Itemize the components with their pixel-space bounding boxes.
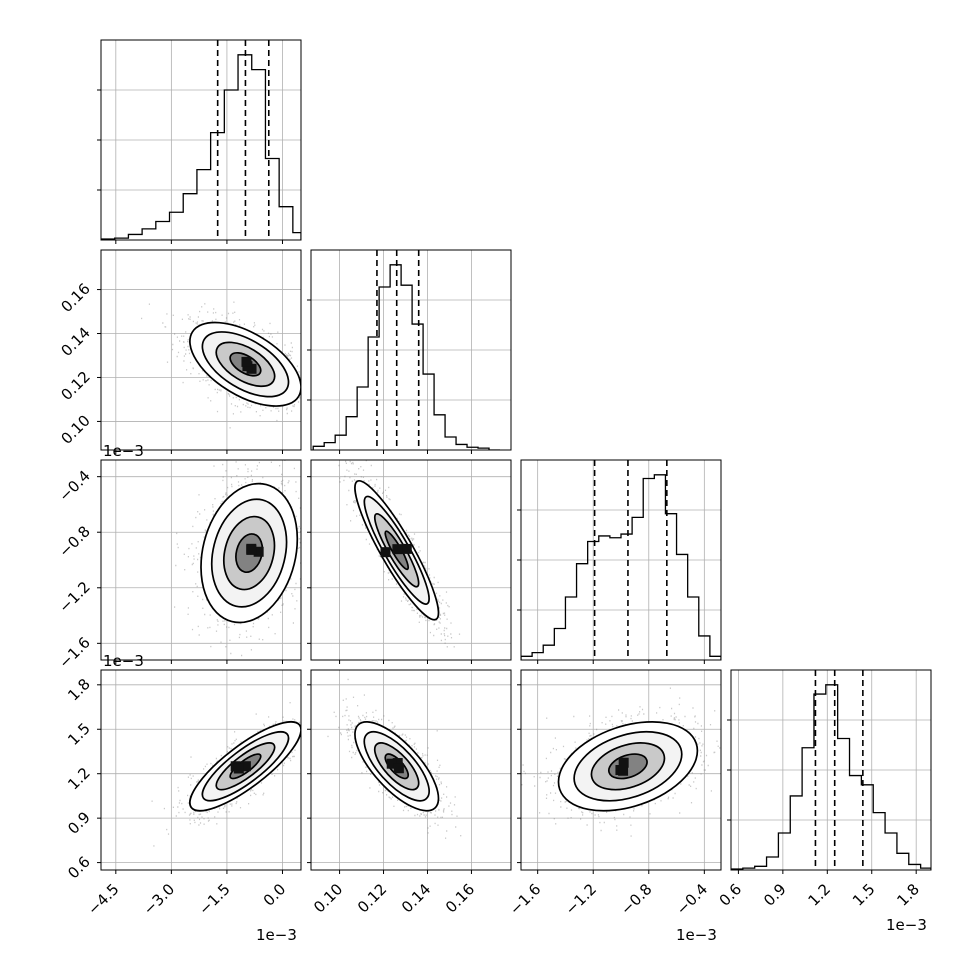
axis-offset-label: 1e−3 bbox=[676, 926, 717, 944]
histogram-panel-3 bbox=[727, 669, 932, 874]
y-tick-label: 1.8 bbox=[64, 675, 94, 705]
scatter-panel-3-2 bbox=[517, 669, 722, 874]
x-tick-label: −3.0 bbox=[140, 880, 178, 918]
scatter-panel-3-1 bbox=[307, 669, 512, 874]
histogram-step bbox=[731, 684, 931, 870]
y-tick-label: 1.5 bbox=[64, 719, 94, 749]
x-tick-label: 0.16 bbox=[442, 880, 478, 916]
density-peak bbox=[618, 765, 629, 776]
x-tick-label: −1.6 bbox=[506, 880, 544, 918]
x-tick-label: −4.5 bbox=[84, 880, 122, 918]
scatter-panel-2-0 bbox=[97, 459, 302, 664]
x-tick-label: −0.4 bbox=[673, 880, 711, 918]
x-tick-label: 0.6 bbox=[716, 880, 746, 910]
y-tick-label: 0.10 bbox=[57, 412, 93, 448]
histogram-panel-1 bbox=[307, 249, 512, 454]
y-tick-label: 0.6 bbox=[64, 853, 94, 883]
panel-content bbox=[521, 670, 721, 870]
x-tick-label: 0.10 bbox=[310, 880, 346, 916]
x-tick-label: 1.2 bbox=[805, 880, 835, 910]
x-tick-label: −1.2 bbox=[562, 880, 600, 918]
histogram-step bbox=[312, 264, 501, 450]
x-tick-label: −1.5 bbox=[195, 880, 233, 918]
panel-frame bbox=[100, 459, 302, 661]
x-tick-label: 0.12 bbox=[354, 880, 390, 916]
panel-frame bbox=[100, 39, 302, 241]
panel-frame bbox=[310, 249, 512, 451]
histogram-panel-2 bbox=[517, 459, 722, 664]
panel-frame bbox=[100, 669, 302, 871]
density-peak bbox=[386, 758, 397, 769]
panel-content bbox=[101, 460, 301, 660]
density-peak bbox=[401, 543, 412, 554]
x-tick-label: 1.8 bbox=[893, 880, 923, 910]
y-tick-label: 0.9 bbox=[64, 808, 94, 838]
scatter-panel-3-0 bbox=[97, 669, 302, 874]
density-peak bbox=[253, 546, 264, 557]
density-peak bbox=[246, 544, 257, 555]
panel-frame bbox=[520, 669, 722, 871]
histogram-step bbox=[101, 54, 301, 240]
y-tick-label: 0.12 bbox=[57, 368, 93, 404]
density-peak bbox=[233, 763, 244, 774]
density-peak bbox=[618, 757, 629, 768]
axis-offset-label: 1e−3 bbox=[103, 652, 144, 670]
panel-frame bbox=[100, 249, 302, 451]
axis-offset-label: 1e−3 bbox=[103, 442, 144, 460]
density-peak bbox=[240, 761, 251, 772]
density-peak bbox=[392, 758, 403, 769]
y-tick-label: 0.16 bbox=[57, 280, 93, 316]
axis-offset-label: 1e−3 bbox=[886, 916, 927, 934]
x-tick-label: 0.0 bbox=[260, 880, 290, 910]
histogram-panel-0 bbox=[97, 39, 302, 244]
x-tick-label: 0.14 bbox=[398, 880, 434, 916]
axis-offset-label: 1e−3 bbox=[256, 926, 297, 944]
panel-frame bbox=[310, 459, 512, 661]
panel-frame bbox=[520, 459, 722, 661]
y-tick-label: −0.8 bbox=[55, 522, 93, 560]
panel-content bbox=[101, 670, 301, 870]
panel-content bbox=[311, 670, 511, 870]
x-tick-label: 1.5 bbox=[849, 880, 879, 910]
density-peak bbox=[393, 763, 404, 774]
y-tick-label: −1.2 bbox=[55, 578, 93, 616]
x-tick-label: −0.8 bbox=[617, 880, 655, 918]
density-peak bbox=[380, 547, 391, 558]
y-tick-label: −1.6 bbox=[55, 633, 93, 671]
panel-frame bbox=[730, 669, 932, 871]
density-peak bbox=[392, 544, 403, 555]
panel-content bbox=[311, 460, 511, 660]
scatter-panel-2-1 bbox=[307, 459, 512, 664]
scatter-panel-1-0 bbox=[97, 249, 302, 454]
panel-frame bbox=[310, 669, 512, 871]
y-tick-label: 0.14 bbox=[57, 324, 93, 360]
density-peak bbox=[241, 356, 252, 367]
histogram-step bbox=[521, 474, 721, 660]
y-tick-label: 1.2 bbox=[64, 764, 94, 794]
y-tick-label: −0.4 bbox=[55, 467, 93, 505]
panel-content bbox=[101, 250, 301, 450]
x-tick-label: 0.9 bbox=[760, 880, 790, 910]
